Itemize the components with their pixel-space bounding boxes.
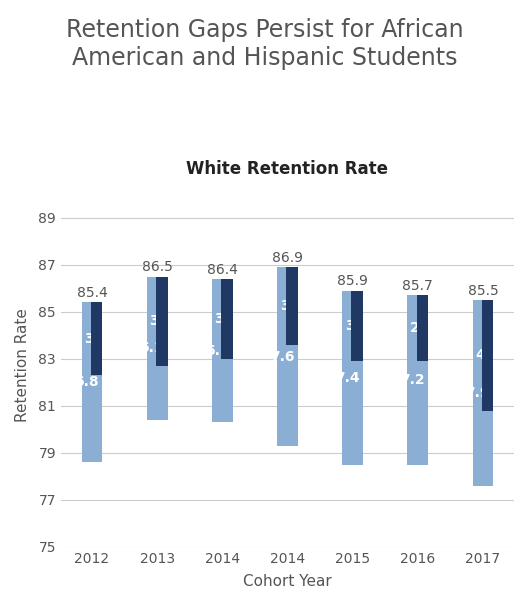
Text: 6.1: 6.1 — [140, 341, 164, 355]
Text: 7.4: 7.4 — [335, 371, 360, 385]
Bar — [81, 303, 103, 462]
Text: 85.9: 85.9 — [337, 274, 368, 288]
Text: 85.4: 85.4 — [77, 286, 107, 300]
Bar — [90, 303, 103, 375]
Text: 86.4: 86.4 — [207, 263, 238, 277]
Text: 3.3: 3.3 — [280, 299, 304, 313]
Text: 3.4: 3.4 — [215, 312, 239, 326]
Bar — [147, 277, 168, 420]
Bar — [472, 300, 494, 486]
Bar — [286, 267, 298, 345]
Text: 3.8: 3.8 — [149, 314, 174, 328]
Bar — [351, 291, 363, 361]
Bar — [482, 300, 494, 411]
Bar — [416, 295, 428, 361]
Text: 85.7: 85.7 — [403, 279, 433, 293]
Text: 3.1: 3.1 — [84, 332, 109, 346]
Text: 7.2: 7.2 — [400, 373, 425, 387]
Y-axis label: Retention Rate: Retention Rate — [15, 308, 30, 422]
Text: 6.1: 6.1 — [205, 344, 230, 358]
Text: 85.5: 85.5 — [468, 284, 498, 298]
Text: 7.9: 7.9 — [466, 386, 490, 400]
Text: 6.8: 6.8 — [75, 375, 99, 390]
Bar — [407, 295, 428, 464]
Text: Retention Gaps Persist for African
American and Hispanic Students: Retention Gaps Persist for African Ameri… — [66, 18, 463, 70]
X-axis label: Cohort Year: Cohort Year — [243, 574, 332, 589]
Bar — [221, 279, 233, 359]
Text: 2.8: 2.8 — [410, 321, 435, 335]
Text: 4.7: 4.7 — [475, 349, 500, 362]
Bar — [342, 291, 363, 464]
Text: 86.5: 86.5 — [142, 260, 172, 274]
Title: White Retention Rate: White Retention Rate — [186, 160, 388, 178]
Text: 3.0: 3.0 — [345, 319, 369, 333]
Text: 86.9: 86.9 — [272, 251, 303, 265]
Bar — [212, 279, 233, 422]
Bar — [156, 277, 168, 366]
Bar — [277, 267, 298, 446]
Text: 7.6: 7.6 — [270, 350, 295, 364]
